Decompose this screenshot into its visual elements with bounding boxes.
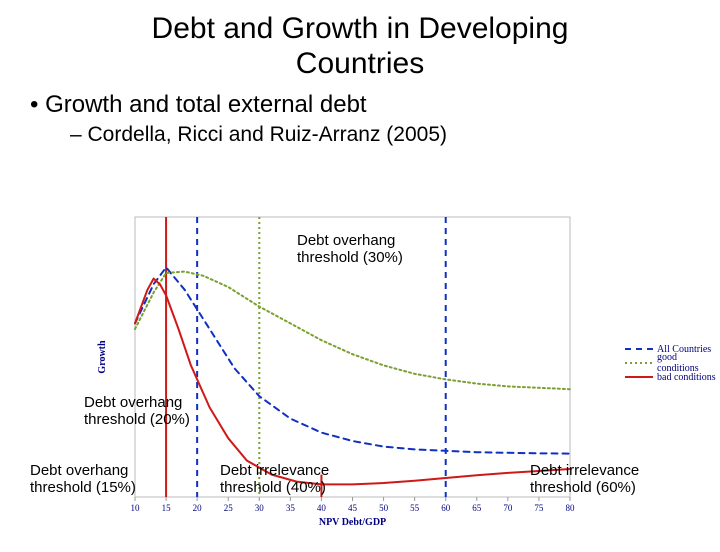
- annot-irrelevance-60: Debt irrelevancethreshold (60%): [530, 462, 690, 497]
- svg-text:10: 10: [131, 503, 141, 513]
- legend-swatch-icon: [625, 344, 653, 354]
- bullet-level-1: • Growth and total external debt: [30, 91, 720, 119]
- legend-item: bad conditions: [625, 370, 720, 384]
- svg-text:70: 70: [503, 503, 513, 513]
- svg-text:45: 45: [348, 503, 358, 513]
- chart-legend: All Countriesgood conditionsbad conditio…: [625, 342, 720, 384]
- bullet-level-2: – Cordella, Ricci and Ruiz-Arranz (2005): [70, 123, 720, 147]
- annot-irrelevance-40: Debt irrelevancethreshold (40%): [220, 462, 380, 497]
- legend-swatch-icon: [625, 372, 653, 382]
- svg-text:30: 30: [255, 503, 264, 513]
- legend-label: bad conditions: [657, 372, 716, 383]
- svg-text:Growth: Growth: [97, 340, 108, 374]
- annot-threshold-20: Debt overhangthreshold (20%): [84, 394, 234, 429]
- svg-text:55: 55: [410, 503, 420, 513]
- title-line-1: Debt and Growth in Developing: [152, 12, 569, 45]
- svg-text:60: 60: [441, 503, 451, 513]
- page-title: Debt and Growth in Developing Countries: [40, 12, 680, 81]
- svg-text:25: 25: [224, 503, 234, 513]
- title-line-2: Countries: [296, 47, 424, 80]
- annot-threshold-30: Debt overhangthreshold (30%): [297, 232, 447, 267]
- svg-text:65: 65: [472, 503, 482, 513]
- legend-item: good conditions: [625, 356, 720, 370]
- svg-text:20: 20: [193, 503, 203, 513]
- svg-text:35: 35: [286, 503, 296, 513]
- svg-text:40: 40: [317, 503, 327, 513]
- svg-text:NPV Debt/GDP: NPV Debt/GDP: [319, 517, 386, 528]
- legend-swatch-icon: [625, 358, 653, 368]
- annot-threshold-15: Debt overhangthreshold (15%): [30, 462, 180, 497]
- svg-text:80: 80: [566, 503, 576, 513]
- svg-text:75: 75: [534, 503, 544, 513]
- svg-text:50: 50: [379, 503, 389, 513]
- svg-text:15: 15: [162, 503, 172, 513]
